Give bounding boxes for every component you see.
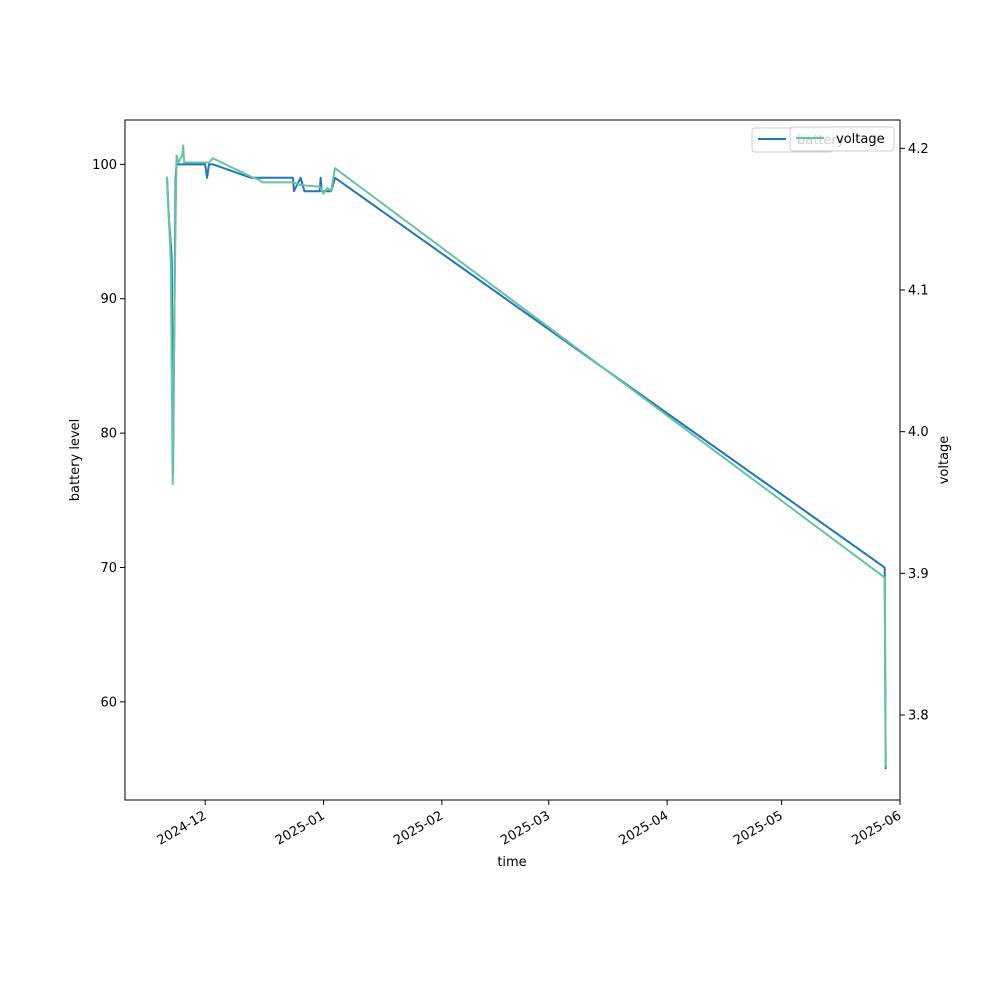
right-tick-label: 4.0 xyxy=(908,425,929,440)
right-tick-label: 4.2 xyxy=(908,142,929,157)
left-tick-label: 70 xyxy=(100,561,117,576)
right-axis-title: voltage xyxy=(937,436,952,485)
x-tick-label: 2025-01 xyxy=(273,808,328,848)
left-tick-label: 90 xyxy=(100,292,117,307)
right-tick-label: 3.8 xyxy=(908,709,929,724)
x-axis-title: time xyxy=(497,855,526,870)
legend-voltage: voltage xyxy=(789,126,895,152)
legend-voltage-label: voltage xyxy=(836,132,885,147)
x-tick-label: 2025-05 xyxy=(731,808,786,848)
right-tick-label: 4.1 xyxy=(908,284,929,299)
left-tick-label: 100 xyxy=(92,158,117,173)
left-axis-ticks: 60 70 80 90 100 xyxy=(92,158,125,710)
x-tick-label: 2025-04 xyxy=(617,808,672,848)
x-tick-label: 2025-02 xyxy=(391,808,446,848)
left-tick-label: 80 xyxy=(100,427,117,442)
x-tick-label: 2025-06 xyxy=(849,808,904,848)
series-layer xyxy=(166,144,887,770)
right-tick-label: 3.9 xyxy=(908,567,929,582)
x-tick-label: 2024-12 xyxy=(155,808,210,848)
legend-voltage-box xyxy=(789,126,895,152)
plot-frame xyxy=(124,119,901,801)
series-line-voltage xyxy=(166,144,887,768)
plot-area xyxy=(125,120,900,800)
right-axis-ticks: 3.8 3.9 4.0 4.1 4.2 xyxy=(900,142,929,724)
left-tick-label: 60 xyxy=(100,695,117,710)
x-tick-label: 2025-03 xyxy=(498,808,553,848)
left-axis-title: battery level xyxy=(68,419,83,502)
x-axis-ticks: 2024-12 2025-01 2025-02 2025-03 2025-04 2025-… xyxy=(155,800,904,849)
